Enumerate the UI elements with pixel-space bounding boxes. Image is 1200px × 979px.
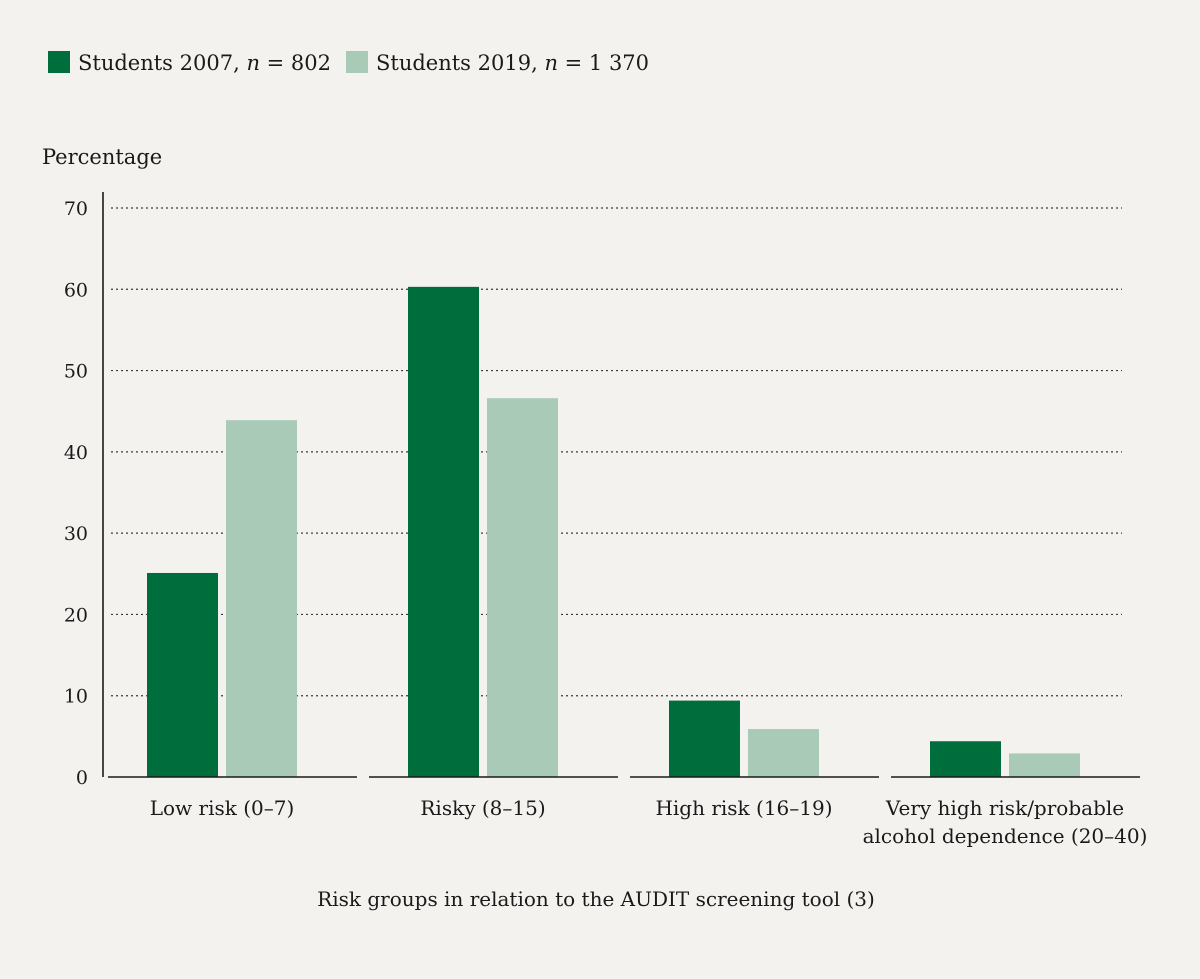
y-tick-label-70: 70 bbox=[64, 198, 88, 220]
bar-4-series-2 bbox=[1009, 753, 1080, 777]
legend-n-value: = 1 370 bbox=[558, 51, 649, 75]
bar-3-series-1 bbox=[669, 700, 740, 777]
y-tick-label-50: 50 bbox=[64, 361, 88, 383]
y-axis-ticks: 0 10 20 30 40 50 60 70 bbox=[64, 198, 88, 789]
x-axis-title: Risk groups in relation to the AUDIT scr… bbox=[317, 887, 875, 911]
bar-1-series-1 bbox=[147, 572, 218, 777]
legend-label-2: Students 2019, n = 1 370 bbox=[376, 51, 649, 75]
y-axis-title: Percentage bbox=[42, 145, 162, 169]
x-category-line: Low risk (0–7) bbox=[150, 796, 295, 820]
legend-prefix: Students 2019, bbox=[376, 51, 544, 75]
legend: Students 2007, n = 802 Students 2019, n =… bbox=[48, 51, 649, 75]
legend-prefix: Students 2007, bbox=[78, 51, 246, 75]
legend-n-symbol: n bbox=[246, 51, 260, 75]
legend-swatch-2 bbox=[346, 51, 368, 73]
x-category-label-4: Very high risk/probable alcohol dependenc… bbox=[863, 796, 1148, 848]
bars bbox=[147, 286, 1080, 777]
x-category-label-2: Risky (8–15) bbox=[420, 796, 545, 820]
x-category-line: High risk (16–19) bbox=[655, 796, 832, 820]
legend-n-value: = 802 bbox=[260, 51, 331, 75]
x-axis-categories: Low risk (0–7) Risky (8–15) High risk (16–… bbox=[150, 796, 1148, 848]
y-tick-label-0: 0 bbox=[76, 767, 88, 789]
x-category-label-3: High risk (16–19) bbox=[655, 796, 832, 820]
legend-n-symbol: n bbox=[544, 51, 558, 75]
bar-4-series-1 bbox=[930, 741, 1001, 777]
bar-2-series-1 bbox=[408, 286, 479, 777]
y-tick-label-40: 40 bbox=[64, 442, 88, 464]
gridlines bbox=[111, 207, 1122, 697]
legend-swatch-1 bbox=[48, 51, 70, 73]
x-category-line: alcohol dependence (20–40) bbox=[863, 824, 1148, 848]
x-category-line: Very high risk/probable bbox=[885, 796, 1124, 820]
legend-label-1: Students 2007, n = 802 bbox=[78, 51, 331, 75]
y-tick-label-30: 30 bbox=[64, 523, 88, 545]
y-tick-label-60: 60 bbox=[64, 279, 88, 301]
x-category-label-1: Low risk (0–7) bbox=[150, 796, 295, 820]
bar-1-series-2 bbox=[226, 420, 297, 777]
bar-2-series-2 bbox=[487, 398, 558, 777]
bar-3-series-2 bbox=[748, 729, 819, 777]
y-tick-label-10: 10 bbox=[64, 686, 88, 708]
y-tick-label-20: 20 bbox=[64, 604, 88, 626]
x-category-line: Risky (8–15) bbox=[420, 796, 545, 820]
